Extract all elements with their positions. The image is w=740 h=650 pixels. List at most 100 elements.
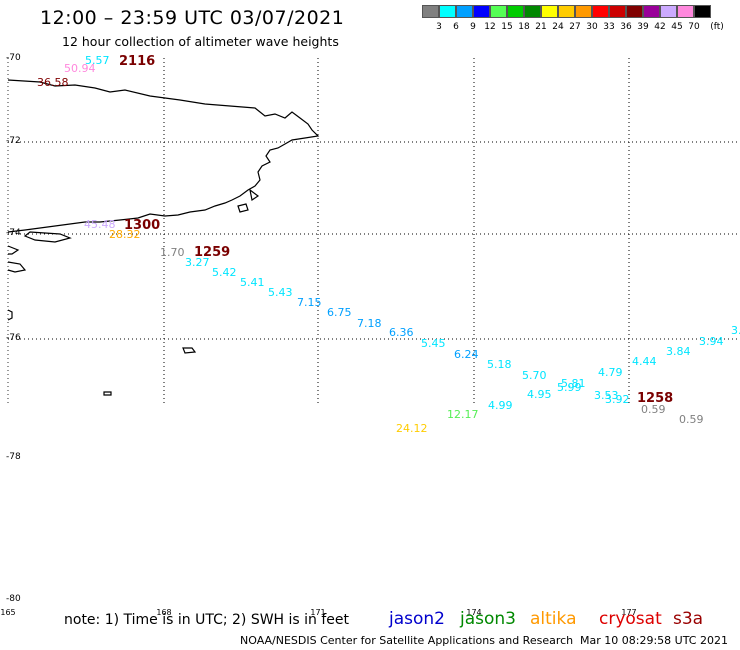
legend-swatch — [643, 5, 660, 18]
legend-label: 3 — [436, 22, 442, 32]
swh-value-label: 3.94 — [699, 335, 724, 348]
swh-value-label: 4.79 — [598, 366, 623, 379]
lat-label-72: -72 — [6, 136, 21, 146]
lat-label-78: -78 — [6, 452, 21, 462]
swh-value-label: 3.84 — [666, 345, 691, 358]
legend-swatch — [660, 5, 677, 18]
lat-label-80: -80 — [6, 594, 21, 604]
legend-unit: (ft) — [710, 22, 724, 32]
legend-label: 42 — [654, 22, 666, 32]
legend-label: 18 — [518, 22, 530, 32]
legend-swatch — [694, 5, 711, 18]
pass-time-label: 2116 — [119, 54, 156, 69]
swh-value-label: 5.70 — [522, 369, 547, 382]
lat-label-76: -76 — [6, 333, 21, 343]
swh-value-label: 6.36 — [389, 326, 414, 339]
legend-label: 21 — [535, 22, 547, 32]
sat-label-s3a: s3a — [673, 609, 704, 629]
swh-value-label: 7.18 — [357, 317, 382, 330]
legend-swatch — [490, 5, 507, 18]
legend-label: 24 — [552, 22, 564, 32]
swh-value-label: 4.99 — [488, 399, 513, 412]
legend-swatch — [524, 5, 541, 18]
lat-label-74: -74 — [6, 228, 21, 238]
swh-value-label: 3.27 — [185, 256, 210, 269]
legend-swatch — [439, 5, 456, 18]
legend-swatch — [626, 5, 643, 18]
lon-label-165: 165 — [0, 608, 16, 617]
swh-value-label: 6.75 — [327, 306, 352, 319]
sat-label-cryosat: cryosat — [599, 609, 662, 629]
swh-value-label: 7.15 — [297, 296, 322, 309]
swh-value-label: 4.95 — [527, 388, 552, 401]
legend-swatch — [592, 5, 609, 18]
swh-value-label: 0.59 — [641, 403, 666, 416]
coastline-main — [7, 79, 320, 233]
map-subtitle: 12 hour collection of altimeter wave hei… — [62, 34, 339, 49]
swh-value-label: 4.44 — [632, 355, 657, 368]
sat-label-jason3: jason3 — [460, 609, 516, 629]
swh-value-label: 5.42 — [212, 266, 237, 279]
swh-value-label: 5.41 — [240, 276, 265, 289]
map-title: 12:00 – 23:59 UTC 03/07/2021 — [40, 7, 345, 29]
pass-time-label: 1259 — [194, 245, 231, 260]
coastline-inlet — [249, 188, 260, 201]
swh-value-label: 3.92 — [605, 393, 630, 406]
legend-swatch — [422, 5, 439, 18]
lon-label-177: 177 — [621, 608, 637, 617]
legend-swatch — [541, 5, 558, 18]
legend-label: 45 — [671, 22, 683, 32]
legend-swatch — [473, 5, 490, 18]
legend-label: 36 — [620, 22, 632, 32]
legend-label: 39 — [637, 22, 649, 32]
swh-value-label: 3. — [731, 324, 740, 337]
legend-swatch — [677, 5, 694, 18]
island-c — [182, 347, 197, 354]
swh-value-label: 1.70 — [160, 246, 185, 259]
coastline-island-a — [237, 203, 249, 213]
sat-label-altika: altika — [530, 609, 577, 629]
legend-label: 6 — [453, 22, 459, 32]
legend-label: 33 — [603, 22, 615, 32]
swh-value-label: 5.81 — [561, 377, 586, 390]
lon-label-174: 174 — [466, 608, 482, 617]
swh-value-label: 5.57 — [85, 54, 110, 67]
pass-time-label: 1300 — [124, 218, 161, 233]
legend-label: 9 — [470, 22, 476, 32]
swh-value-label: 6.24 — [454, 348, 479, 361]
swh-value-label: 5.18 — [487, 358, 512, 371]
coastline-lower — [7, 245, 20, 255]
sat-label-jason2: jason2 — [389, 609, 445, 629]
lon-label-171: 171 — [310, 608, 326, 617]
swh-value-label: 45.48 — [84, 218, 116, 231]
lat-label-70: -70 — [6, 53, 21, 63]
coastline-edge — [7, 309, 13, 321]
island-d — [103, 391, 112, 396]
swh-value-label: 3.53 — [594, 389, 619, 402]
coastline-lower-b — [7, 261, 27, 273]
swh-value-label: 36.58 — [37, 76, 69, 89]
swh-value-label: 5.99 — [557, 381, 582, 394]
legend-swatch — [575, 5, 592, 18]
swh-value-label: 28.32 — [109, 228, 141, 241]
legend-label: 30 — [586, 22, 598, 32]
lon-gridlines — [163, 58, 630, 405]
pass-time-label: 1258 — [637, 391, 674, 406]
legend-label: 15 — [501, 22, 513, 32]
swh-value-label: 12.17 — [447, 408, 479, 421]
footer-note: note: 1) Time is in UTC; 2) SWH is in fe… — [64, 612, 350, 628]
legend-swatch — [507, 5, 524, 18]
coastline — [7, 79, 320, 396]
coastline-island-b — [23, 231, 72, 243]
legend-swatch — [609, 5, 626, 18]
swh-value-label: 24.12 — [396, 422, 428, 435]
lon-label-168: 168 — [156, 608, 172, 617]
swh-value-label: 0.59 — [679, 413, 704, 426]
swh-value-label: 50.94 — [64, 62, 96, 75]
swh-value-label: 5.43 — [268, 286, 293, 299]
legend-swatch — [558, 5, 575, 18]
legend-label: 12 — [484, 22, 496, 32]
legend-label: 70 — [688, 22, 700, 32]
legend-swatch — [456, 5, 473, 18]
